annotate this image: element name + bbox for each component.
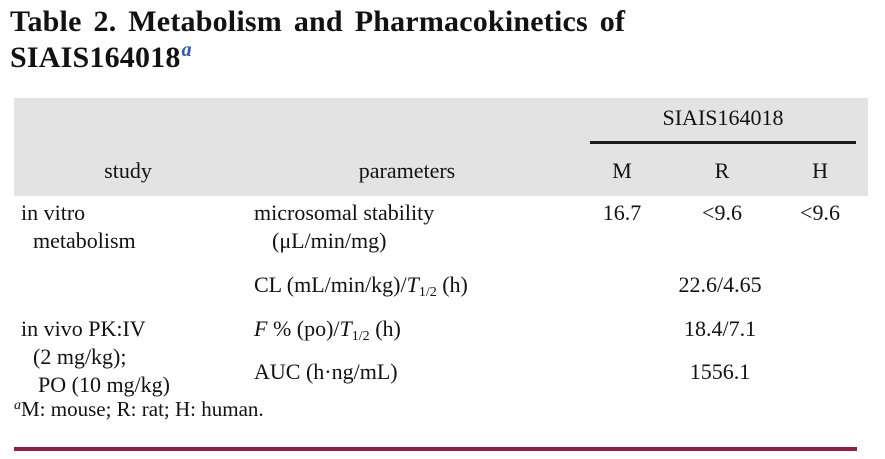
column-header-study: study [14,150,242,196]
study-cell-in-vivo: in vivo PK:IV (2 mg/kg); PO (10 mg/kg) [14,309,242,403]
study-text: metabolism [33,228,136,253]
param-t-symbol: T [339,316,352,341]
column-header-human: H [772,150,869,196]
parameter-cell-cl-thalf: CL (mL/min/kg)/T1/2 (h) [242,268,572,309]
table-title-line2: SIAIS164018 [10,41,181,74]
study-text: PO (10 mg/kg) [38,372,170,397]
parameter-cell-auc: AUC (h·ng/mL) [242,355,572,403]
bottom-divider-rule [14,447,857,451]
column-header-rat: R [672,150,772,196]
table-row-in-vitro: in vitro metabolism microsomal stability… [14,196,869,268]
column-header-mouse: M [572,150,672,196]
value-human: <9.6 [772,196,869,268]
value-mouse: 16.7 [572,196,672,268]
table-header: SIAIS164018 study parameters M R H [14,98,869,196]
study-cell-in-vitro: in vitro metabolism [14,196,242,268]
param-suffix: (h) [436,272,468,297]
value-cl-thalf: 22.6/4.65 [572,268,869,309]
value-f-thalf: 18.4/7.1 [572,309,869,356]
param-t-subscript: 1/2 [418,284,437,300]
param-mid: % (po)/ [267,316,340,341]
table-row-cl-thalf: CL (mL/min/kg)/T1/2 (h) 22.6/4.65 [14,268,869,309]
table-title-line1: Table 2. Metabolism and Pharmacokinetics… [10,5,626,38]
study-text: in vitro [21,200,86,225]
footnote-marker: a [14,398,21,413]
param-prefix: CL (mL/min/kg)/ [254,272,407,297]
param-t-subscript: 1/2 [351,328,370,344]
table-title: Table 2. Metabolism and Pharmacokinetics… [10,4,770,79]
value-rat: <9.6 [672,196,772,268]
table-row-auc: AUC (h·ng/mL) 1556.1 [14,355,869,403]
parameter-text: F % (po)/T1/2 (h) [242,315,572,347]
title-footnote-marker: a [181,39,192,61]
parameter-text: CL (mL/min/kg)/T1/2 (h) [242,271,572,303]
parameter-text: microsomal stability [254,200,435,225]
table-row-f-thalf: in vivo PK:IV (2 mg/kg); PO (10 mg/kg) F… [14,309,869,403]
study-text: (2 mg/kg); [33,344,127,369]
param-suffix: (h) [369,316,401,341]
parameter-text: AUC (h·ng/mL) [254,359,398,385]
column-header-row: study parameters M R H [14,150,869,196]
param-f-symbol: F [254,316,268,341]
group-header-spacer [14,98,572,150]
parameter-cell-microsomal-stability: microsomal stability (μL/min/mg) [242,196,572,268]
group-header-row: SIAIS164018 [14,98,869,150]
table-footnote: aM: mouse; R: rat; H: human. [14,396,264,426]
parameter-cell-f-thalf: F % (po)/T1/2 (h) [242,309,572,356]
group-header-label: SIAIS164018 [590,98,857,144]
param-t-symbol: T [406,272,419,297]
table-body: in vitro metabolism microsomal stability… [14,196,869,403]
value-auc: 1556.1 [572,355,869,403]
study-text: in vivo PK:IV [21,316,146,341]
parameter-text: (μL/min/mg) [272,228,387,253]
column-header-parameters: parameters [242,150,572,196]
footnote-text: M: mouse; R: rat; H: human. [21,397,264,421]
pharmacokinetics-table: SIAIS164018 study parameters M R H in vi… [14,98,869,403]
group-header-cell: SIAIS164018 [572,98,869,150]
study-cell-empty [14,268,242,309]
